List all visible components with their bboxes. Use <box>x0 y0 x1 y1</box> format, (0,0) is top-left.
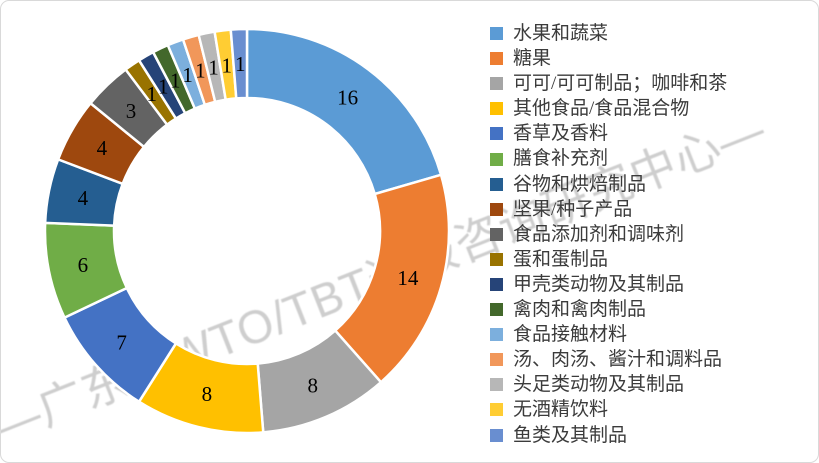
legend-swatch <box>490 202 503 216</box>
legend-item: 甲壳类动物及其制品 <box>490 272 727 297</box>
data-label: 1 <box>208 55 219 79</box>
legend-swatch <box>490 77 503 91</box>
legend-label: 坚果/种子产品 <box>513 198 633 220</box>
data-label: 1 <box>195 59 206 83</box>
legend-item: 食品添加剂和调味剂 <box>490 222 727 247</box>
data-label: 8 <box>202 382 213 406</box>
legend-label: 食品接触材料 <box>513 324 628 346</box>
legend-item: 无酒精饮料 <box>490 397 727 422</box>
legend-label: 鱼类及其制品 <box>513 424 628 446</box>
legend-item: 可可/可可制品；咖啡和茶 <box>490 71 727 96</box>
data-label: 1 <box>235 52 246 76</box>
data-label: 1 <box>222 53 233 77</box>
data-label: 16 <box>337 86 358 110</box>
legend-swatch <box>490 277 503 291</box>
legend-item: 坚果/种子产品 <box>490 197 727 222</box>
data-label: 8 <box>307 374 318 398</box>
data-label: 1 <box>170 68 181 92</box>
legend-item: 其他食品/食品混合物 <box>490 96 727 121</box>
legend-swatch <box>490 378 503 392</box>
legend-item: 头足类动物及其制品 <box>490 372 727 397</box>
legend-item: 鱼类及其制品 <box>490 423 727 448</box>
legend-label: 谷物和烘焙制品 <box>513 173 647 195</box>
legend-swatch <box>490 428 503 442</box>
data-label: 1 <box>182 63 193 87</box>
legend-label: 其他食品/食品混合物 <box>513 98 690 120</box>
legend-label: 甲壳类动物及其制品 <box>513 273 685 295</box>
legend-swatch <box>490 227 503 241</box>
legend-swatch <box>490 127 503 141</box>
data-label: 1 <box>147 82 158 106</box>
legend-swatch <box>490 152 503 166</box>
legend-item: 香草及香料 <box>490 121 727 146</box>
donut-segment <box>245 27 443 196</box>
legend-item: 食品接触材料 <box>490 322 727 347</box>
legend-swatch <box>490 177 503 191</box>
data-label: 4 <box>97 136 108 160</box>
legend-item: 蛋和蛋制品 <box>490 247 727 272</box>
legend-label: 头足类动物及其制品 <box>513 374 685 396</box>
legend-swatch <box>490 353 503 367</box>
data-label: 7 <box>116 331 127 355</box>
legend-swatch <box>490 328 503 342</box>
legend-item: 禽肉和禽肉制品 <box>490 297 727 322</box>
legend: 水果和蔬菜糖果可可/可可制品；咖啡和茶 其他食品/食品混合物 香草及香料膳食补充剂谷… <box>490 21 727 448</box>
legend-item: 谷物和烘焙制品 <box>490 172 727 197</box>
legend-swatch <box>490 52 503 66</box>
legend-label: 糖果 <box>513 48 552 70</box>
legend-label: 水果和蔬菜 <box>513 23 609 44</box>
legend-item: 膳食补充剂 <box>490 146 727 171</box>
data-label: 6 <box>78 253 89 277</box>
data-label: 1 <box>158 74 169 98</box>
data-label: 4 <box>78 186 89 210</box>
legend-item: 汤、肉汤、酱汁和调料品 <box>490 347 727 372</box>
legend-swatch <box>490 27 503 41</box>
legend-swatch <box>490 403 503 417</box>
legend-label: 无酒精饮料 <box>513 399 609 421</box>
legend-label: 蛋和蛋制品 <box>513 248 609 270</box>
data-label: 3 <box>126 99 137 123</box>
legend-item: 糖果 <box>490 46 727 71</box>
legend-label: 禽肉和禽肉制品 <box>513 299 647 321</box>
donut-segment <box>229 27 249 100</box>
legend-swatch <box>490 252 503 266</box>
legend-item: 水果和蔬菜 <box>490 21 727 46</box>
legend-label: 可可/可可制品；咖啡和茶 <box>513 73 728 95</box>
legend-swatch <box>490 303 503 317</box>
data-label: 14 <box>397 266 419 290</box>
legend-swatch <box>490 102 503 116</box>
legend-label: 汤、肉汤、酱汁和调料品 <box>513 349 723 371</box>
legend-label: 食品添加剂和调味剂 <box>513 223 685 245</box>
legend-label: 膳食补充剂 <box>513 148 609 170</box>
legend-label: 香草及香料 <box>513 123 609 145</box>
